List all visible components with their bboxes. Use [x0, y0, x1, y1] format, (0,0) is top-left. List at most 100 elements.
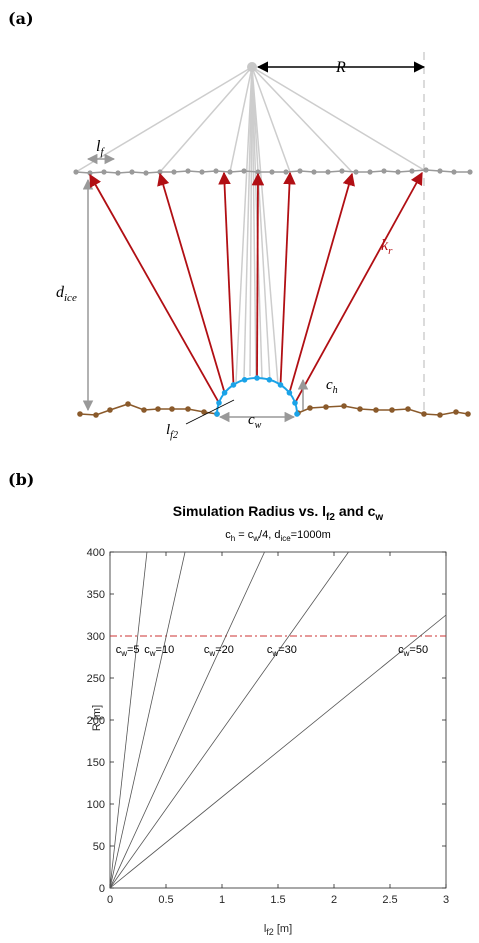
series-line-cw-5	[110, 552, 148, 888]
gray-ray	[251, 66, 279, 385]
bottom-surface-point	[437, 412, 443, 418]
cavity-point	[292, 400, 298, 406]
bottom-surface-point	[155, 406, 161, 412]
top-surface-point	[73, 169, 79, 175]
bottom-surface-left	[79, 403, 218, 416]
x-tick-label: 2	[331, 894, 337, 906]
gray-ray	[251, 66, 291, 173]
gray-ray	[251, 66, 425, 171]
gray-ray	[235, 66, 253, 383]
cavity-outline	[216, 377, 298, 415]
bottom-surface-point	[185, 406, 191, 412]
gray-ray	[251, 66, 271, 382]
top-surface-point	[185, 168, 191, 174]
series-line-cw-30	[110, 552, 349, 888]
x-tick-label: 0.5	[158, 894, 173, 906]
top-surface-point	[325, 169, 331, 175]
gray-ray-group	[75, 66, 425, 385]
red-ray	[251, 172, 265, 379]
x-tick-label: 3	[443, 894, 449, 906]
top-surface-point	[213, 168, 219, 174]
ch-label: ch	[326, 377, 338, 396]
dice-label: dice	[56, 284, 77, 304]
top-surface-point	[101, 169, 107, 175]
bottom-surface-point	[307, 405, 313, 411]
cavity-point	[221, 390, 228, 396]
red-ray	[294, 171, 423, 404]
cavity-point	[277, 382, 284, 388]
gray-ray	[159, 66, 253, 173]
y-tick-label: 100	[87, 799, 105, 811]
y-tick-label: 50	[93, 841, 105, 853]
gray-ray	[251, 66, 257, 377]
bottom-surface-point	[341, 403, 347, 409]
cw-label: cw	[248, 412, 262, 431]
cavity-point	[286, 390, 293, 396]
y-axis-label: R [m]	[91, 705, 103, 731]
chart-title: Simulation Radius vs. lf2 and cw	[173, 503, 384, 523]
cavity-point	[241, 377, 248, 383]
top-surface-point	[467, 169, 473, 175]
bottom-surface-point	[405, 406, 411, 412]
series-label-cw-5: cw=5	[116, 644, 140, 658]
y-tick-label: 350	[87, 589, 105, 601]
gray-ray	[229, 66, 253, 173]
bottom-surface-point	[169, 406, 175, 412]
kr-label: kr	[381, 237, 393, 257]
series-group	[110, 552, 446, 888]
x-axis-label: lf2 [m]	[264, 923, 292, 937]
cavity-point	[230, 382, 237, 388]
red-ray	[157, 172, 226, 394]
x-tick-label: 1	[219, 894, 225, 906]
red-ray	[279, 171, 296, 385]
series-line-cw-20	[110, 552, 265, 888]
bottom-surface-point	[125, 401, 131, 407]
series-label-cw-20: cw=20	[204, 644, 234, 658]
gray-ray	[251, 66, 353, 173]
cavity-point	[214, 411, 220, 417]
bottom-surface-point	[465, 411, 471, 417]
bottom-surface-point	[107, 407, 113, 413]
chart-subtitle: ch = cw/4, dice=1000m	[225, 529, 330, 543]
top-surface-point	[451, 169, 457, 175]
cavity-point	[266, 377, 273, 383]
top-surface-point	[115, 170, 121, 176]
top-surface-point	[157, 169, 163, 175]
cavity-point	[254, 375, 260, 381]
bottom-surface-point	[93, 412, 99, 418]
y-tick-label: 150	[87, 757, 105, 769]
top-surface-point	[199, 169, 205, 175]
top-surface-point	[339, 168, 345, 174]
gray-ray	[249, 66, 253, 377]
top-surface-point	[171, 169, 177, 175]
top-surface-point	[381, 168, 387, 174]
bottom-surface-point	[141, 407, 147, 413]
y-tick-label: 200	[87, 715, 105, 727]
bottom-surface-point	[421, 411, 427, 417]
source-point	[247, 62, 257, 72]
top-surface-point	[283, 169, 289, 175]
top-surface-point	[437, 168, 443, 174]
series-line-cw-50	[110, 614, 446, 888]
x-tick-label: 1.5	[270, 894, 285, 906]
series-label-cw-10: cw=10	[144, 644, 174, 658]
cavity-points	[214, 375, 300, 417]
bottom-surface-point	[323, 404, 329, 410]
series-label-cw-50: cw=50	[398, 644, 428, 658]
top-surface-point	[353, 169, 359, 175]
lf2-label: lf2	[166, 422, 178, 441]
lf2-leader	[185, 399, 235, 425]
red-ray	[288, 172, 355, 394]
y-tick-label: 400	[87, 547, 105, 559]
top-surface-points	[73, 167, 473, 176]
y-tick-label: 250	[87, 673, 105, 685]
top-surface-point	[297, 168, 303, 174]
series-label-cw-30: cw=30	[267, 644, 297, 658]
red-ray-group	[89, 171, 423, 404]
top-surface-point	[241, 168, 247, 174]
top-surface-point	[409, 168, 415, 174]
chart-plot: 0 0.5 1 1.5 2 2.5 3 0 50 100 150 200 250 300 350 400 cw=…	[87, 547, 449, 906]
panel-a-label: (a)	[8, 9, 34, 28]
bottom-surface-point	[373, 407, 379, 413]
